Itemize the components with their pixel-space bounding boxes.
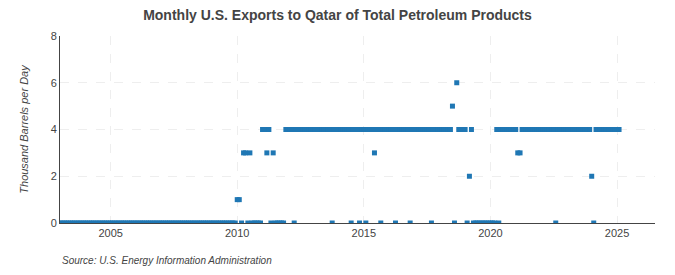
svg-text:2: 2	[51, 170, 57, 182]
svg-text:Source: U.S. Energy Informatio: Source: U.S. Energy Information Administ…	[62, 255, 272, 266]
svg-text:Monthly U.S. Exports to Qatar: Monthly U.S. Exports to Qatar of Total P…	[143, 7, 532, 23]
svg-text:2010: 2010	[225, 227, 249, 239]
svg-text:Thousand Barrels per Day: Thousand Barrels per Day	[18, 64, 30, 194]
svg-text:4: 4	[51, 123, 57, 135]
svg-text:6: 6	[51, 77, 57, 89]
svg-text:0: 0	[51, 217, 57, 229]
svg-text:2025: 2025	[605, 227, 629, 239]
svg-text:2020: 2020	[478, 227, 502, 239]
svg-text:8: 8	[51, 30, 57, 42]
svg-text:2005: 2005	[98, 227, 122, 239]
svg-text:2015: 2015	[352, 227, 376, 239]
